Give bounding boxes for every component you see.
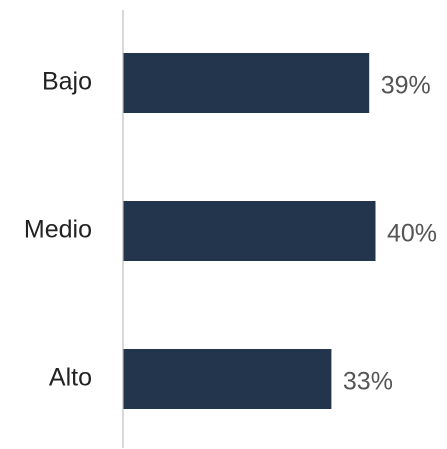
bar-alto [123,349,332,409]
category-label-medio: Medio [24,216,92,244]
bars-group [123,53,376,409]
value-label-medio: 40% [387,220,437,248]
value-label-bajo: 39% [381,72,431,100]
value-labels-group: 39% 40% 33% [343,72,437,396]
bar-medio [123,201,376,261]
category-label-alto: Alto [49,364,92,392]
bar-bajo [123,53,370,113]
value-label-alto: 33% [343,368,393,396]
category-label-bajo: Bajo [42,68,92,96]
category-labels-group: Bajo Medio Alto [24,68,92,392]
